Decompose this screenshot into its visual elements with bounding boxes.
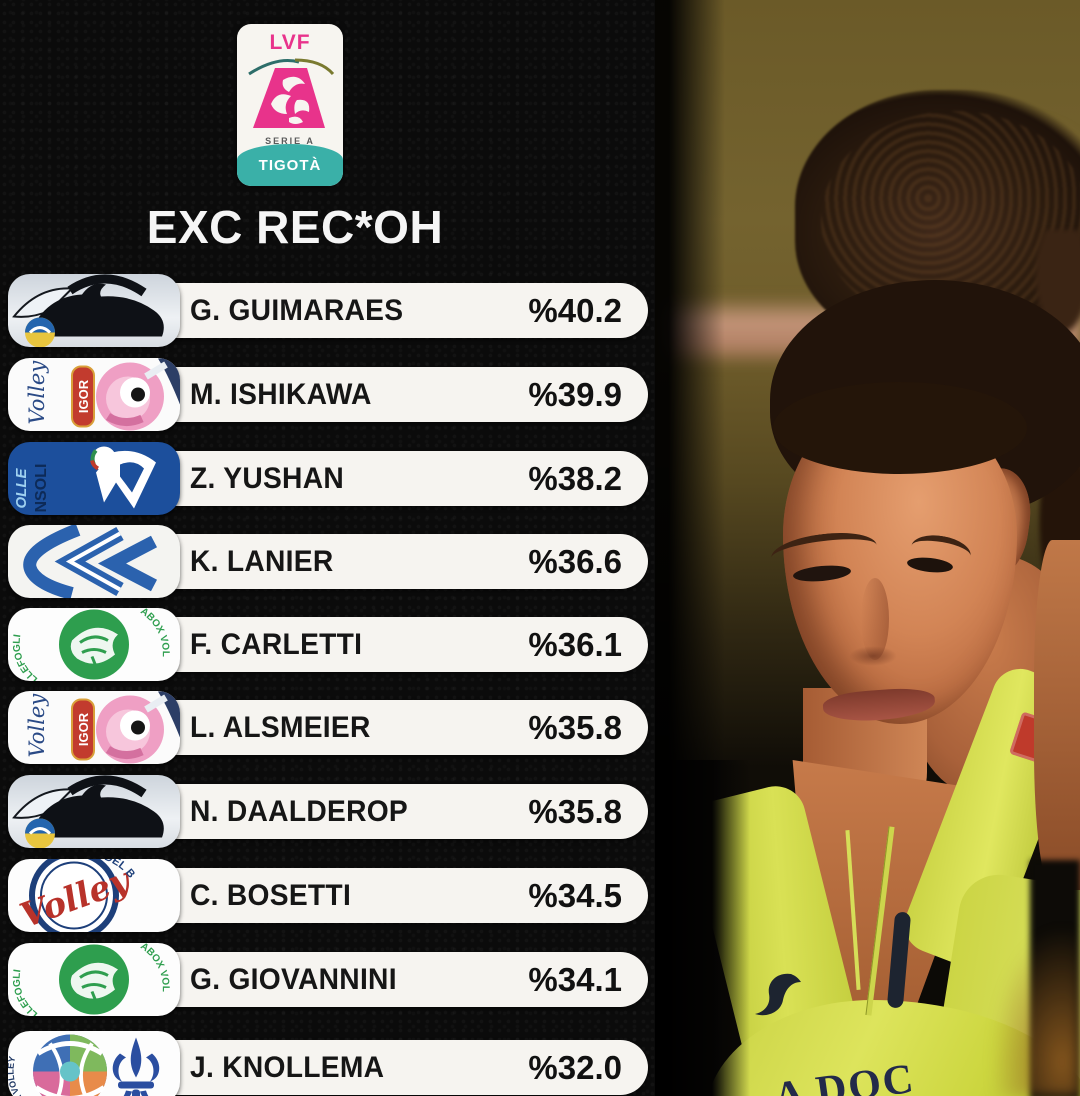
table-row: F. CARLETTI %36.1 LLEFOGLI ABOX VOL <box>8 608 648 681</box>
svg-text:LLEFOGLI: LLEFOGLI <box>12 634 40 681</box>
player-name: M. ISHIKAWA <box>190 377 372 411</box>
table-row: G. GIOVANNINI %34.1 LLEFOGLI ABOX VOL <box>8 943 648 1016</box>
player-value: %32.0 <box>528 1048 622 1086</box>
serie-a-emblem-icon <box>237 52 343 136</box>
player-name: N. DAALDEROP <box>190 794 409 828</box>
igor-volley-logo-icon: Volley IGOR <box>8 691 180 764</box>
stats-column: LVF SERIE A TIGOTÀ EXC REC*OH <box>8 24 648 1096</box>
hairline <box>773 382 1027 474</box>
player-name: F. CARLETTI <box>190 627 363 661</box>
player-value: %40.2 <box>528 291 622 329</box>
player-name: L. ALSMEIER <box>190 710 371 744</box>
red-script-volley-logo-icon: Volley DEL B <box>8 859 180 932</box>
photo-warm-glow <box>990 926 1080 1096</box>
player-value: %39.9 <box>528 375 622 413</box>
player-name: Z. YUSHAN <box>190 461 345 495</box>
svg-text:IGOR: IGOR <box>76 712 91 746</box>
arm-skin <box>1034 540 1080 890</box>
table-row: J. KNOLLEMA %32.0 <box>8 1031 648 1096</box>
svg-text:ABOX VOL: ABOX VOL <box>138 608 171 657</box>
tigota-label: TIGOTÀ <box>258 157 322 174</box>
tigota-banner: TIGOTÀ <box>237 144 343 186</box>
table-row: Z. YUSHAN %38.2 NSOLI OLLE <box>8 442 648 515</box>
svg-text:Volley: Volley <box>25 693 49 758</box>
player-value: %35.8 <box>528 708 622 746</box>
player-name: G. GUIMARAES <box>190 293 404 327</box>
player-value: %34.5 <box>528 876 622 914</box>
player-name: J. KNOLLEMA <box>190 1050 385 1084</box>
page-title: EXC REC*OH <box>146 201 444 253</box>
table-row: C. BOSETTI %34.5 Volley DEL B <box>8 859 648 932</box>
svg-text:ABOX VOL: ABOX VOL <box>138 943 171 992</box>
igor-volley-logo-icon: Volley IGOR <box>8 358 180 431</box>
blue-swirl-volley-logo-icon: NSOLI OLLE <box>8 442 180 515</box>
lvf-label: LVF <box>269 31 311 54</box>
player-name: K. LANIER <box>190 544 334 578</box>
svg-text:IGOR: IGOR <box>76 379 91 413</box>
green-tiger-logo-icon: LLEFOGLI ABOX VOL <box>8 943 180 1016</box>
mosaic-lily-logo-icon: A VOLLEY <box>8 1031 180 1096</box>
joma-brand-icon <box>747 968 811 1024</box>
green-tiger-logo-icon: LLEFOGLI ABOX VOL <box>8 608 180 681</box>
serie-a-label: SERIE A <box>265 136 315 146</box>
svg-text:A VOLLEY: A VOLLEY <box>8 1055 26 1096</box>
svg-text:Volley: Volley <box>25 360 49 425</box>
lvf-serie-a-tigota-logo: LVF SERIE A TIGOTÀ <box>237 24 343 186</box>
blue-chevron-logo-icon <box>8 525 180 598</box>
table-row: M. ISHIKAWA %39.9 Volley IGOR <box>8 358 648 431</box>
player-value: %34.1 <box>528 960 622 998</box>
player-name: G. GIOVANNINI <box>190 962 397 996</box>
player-value: %38.2 <box>528 459 622 497</box>
table-row: K. LANIER %36.6 <box>8 525 648 598</box>
player-value: %35.8 <box>528 792 622 830</box>
nose-shadow <box>849 646 897 666</box>
panther-team-logo-icon <box>8 775 180 848</box>
table-row: N. DAALDEROP %35.8 <box>8 775 648 848</box>
table-row: G. GUIMARAES %40.2 <box>8 274 648 347</box>
player-value: %36.1 <box>528 625 622 663</box>
svg-text:NSOLI: NSOLI <box>33 464 50 513</box>
photo-left-shadow <box>655 0 725 1096</box>
player-name: C. BOSETTI <box>190 878 352 912</box>
panther-team-logo-icon <box>8 274 180 347</box>
player-value: %36.6 <box>528 542 622 580</box>
player-photo: A DOC <box>655 0 1080 1096</box>
table-row: L. ALSMEIER %35.8 Volley IGOR <box>8 691 648 764</box>
svg-text:OLLE: OLLE <box>13 468 30 509</box>
svg-text:LLEFOGLI: LLEFOGLI <box>12 969 40 1016</box>
